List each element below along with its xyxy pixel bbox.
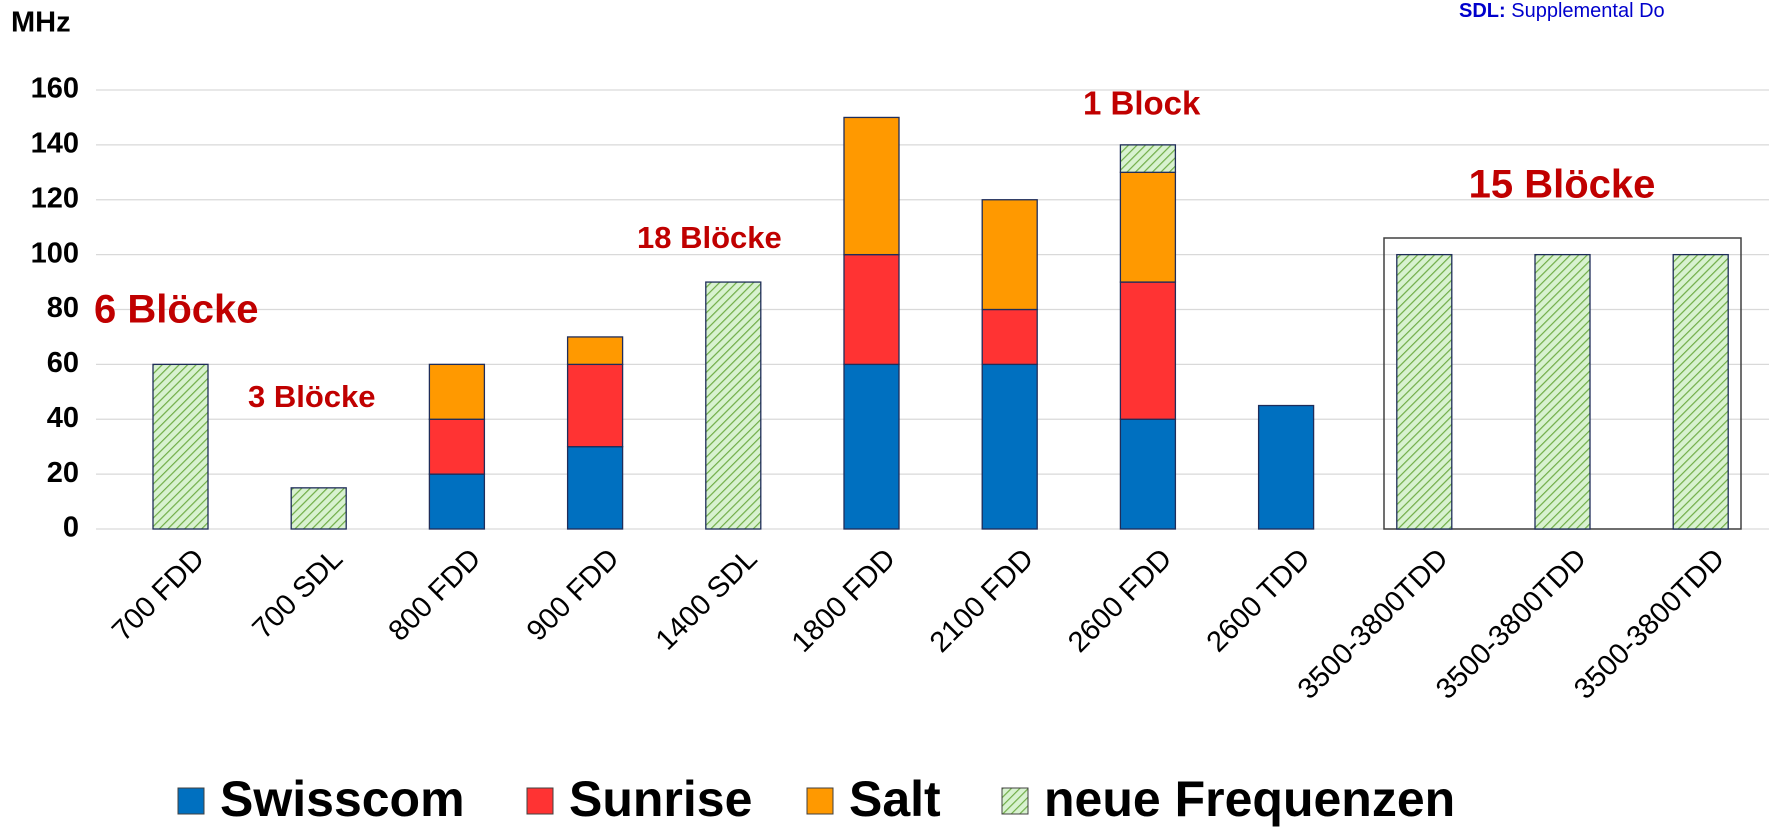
bar-segment [290,487,347,530]
annotation: 3 Blöcke [248,379,376,414]
y-tick-label: 60 [47,347,79,379]
legend-swatch [526,787,554,815]
bar-segment [1119,171,1177,283]
bar-segment [566,363,624,448]
y-tick-label: 120 [31,182,79,214]
legend-label: Sunrise [569,771,752,827]
bar-segment [843,116,900,256]
y-tick-label: 140 [31,128,79,160]
bar-segment [981,363,1038,530]
x-tick-label: 700 FDD [106,543,211,648]
bar-segment [705,281,762,530]
bar-segment [981,308,1038,366]
x-tick-label: 2600 TDD [1201,543,1317,659]
note-text: Supplemental Do [1511,0,1664,22]
annotation: 18 Blöcke [637,220,782,255]
y-tick-label: 20 [47,457,79,489]
note: SDL: Supplemental Do [1459,0,1665,22]
bar-segment [1534,253,1591,530]
x-tick-label: 3500-3800TDD [1568,543,1731,706]
bar-segment [566,446,624,530]
legend-label: Swisscom [220,771,465,827]
bar-segment [152,363,209,530]
bar-segment [1119,281,1177,420]
bar-segment [843,253,900,366]
bar-segment [1396,253,1453,530]
bar-segment [1257,404,1315,530]
y-tick-label: 80 [47,292,79,324]
y-tick-label: 40 [47,402,79,434]
bar-segment [566,336,624,366]
x-tick-label: 1800 FDD [786,543,902,659]
legend-swatch [806,787,834,815]
bar-segment [1119,418,1177,530]
bar-segment [428,473,486,530]
x-tick-label: 700 SDL [247,543,349,645]
bar-segment [1672,253,1729,530]
x-tick-label: 800 FDD [383,543,488,648]
legend-label: neue Frequenzen [1044,771,1455,827]
annotation: 15 Blöcke [1469,163,1656,207]
bar-segment [1119,144,1177,173]
x-tick-label: 2600 FDD [1062,543,1178,659]
x-tick-label: 900 FDD [521,543,626,648]
bar-segment [428,418,486,475]
x-tick-label: 2100 FDD [924,543,1040,659]
x-tick-label: 3500-3800TDD [1430,543,1593,706]
unit-label: MHz [11,7,71,39]
bar-segment [981,199,1038,311]
legend-swatch [177,787,205,815]
note-term: SDL: [1459,0,1506,22]
bar-segment [428,363,486,420]
legend-label: Salt [849,771,941,827]
x-tick-label: 1400 SDL [650,543,764,657]
y-tick-label: 100 [31,237,79,269]
legend-swatch [1001,787,1029,815]
y-tick-label: 0 [63,512,79,544]
annotation: 1 Block [1083,85,1201,122]
x-tick-label: 3500-3800TDD [1292,543,1455,706]
y-tick-label: 160 [31,73,79,105]
bar-segment [843,363,900,530]
annotation: 6 Blöcke [94,288,259,332]
